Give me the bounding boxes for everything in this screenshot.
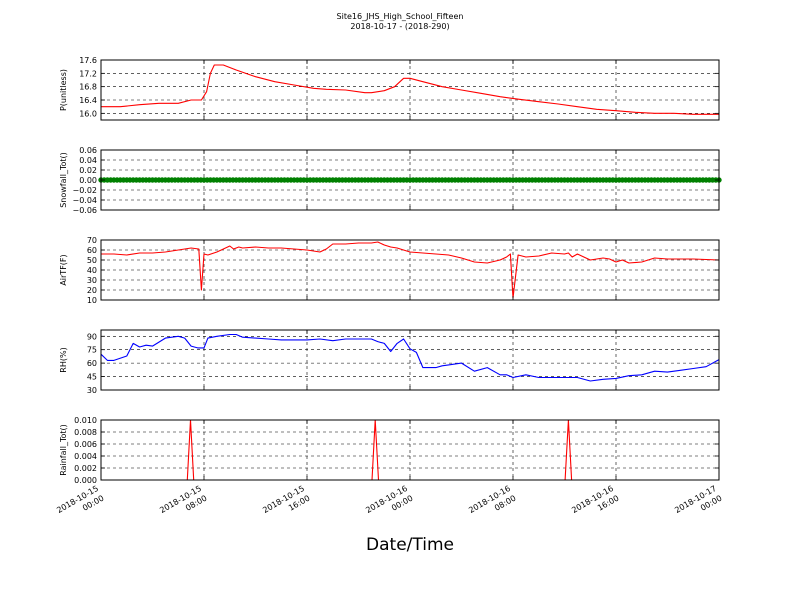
series-line [101,241,720,299]
y-tick-label: 16.8 [79,83,97,92]
y-tick-label: 50 [87,256,97,265]
subplot-1: 16.0 16.4 16.8 17.2 17.6 P(unitless) [59,56,720,121]
chart-subtitle: 2018-10-17 - (2018-290) [350,22,449,31]
y-tick-label: 10 [87,296,97,305]
subplot-2: −0.06−0.04−0.020.000.020.040.06 Snowfall_… [59,146,722,215]
y-tick-label: 0.000 [74,476,97,485]
y-tick-label: −0.04 [72,196,97,205]
y-tick-label: 90 [87,332,97,341]
y-tick-label: 45 [87,373,97,382]
y-tick-label: 20 [87,286,97,295]
y-tick-label: 16.0 [79,109,97,118]
y-tick-label: −0.06 [72,206,97,215]
y-tick-label: 0.010 [74,416,97,425]
y-tick-label: 17.6 [79,56,97,65]
y-tick-label: 30 [87,386,97,395]
y-tick-label: 60 [87,359,97,368]
subplots: 16.016.416.817.217.6P(unitless)−0.06−0.0… [59,56,722,485]
subplot-5: 0.000 0.002 0.004 0.006 0.008 0.010 Rainfall_T… [59,416,720,485]
y-tick-label: 70 [87,236,97,245]
y-tick-label: 0.06 [79,146,97,155]
x-axis-label: Date/Time [366,535,454,555]
series-line [100,333,720,382]
y-tick-label: 0.00 [79,176,97,185]
y-axis-label: AirTF(F) [59,254,68,285]
y-tick-label: 40 [87,266,97,275]
y-tick-label: 0.002 [74,464,97,473]
y-axis-label: Snowfall_Tot() [59,152,68,208]
subplot-4: 30 45 60 75 90 RH(%) [59,329,720,395]
y-tick-label: 0.04 [79,156,97,165]
y-tick-label: 16.4 [79,96,97,105]
y-tick-label: 17.2 [79,69,97,78]
y-tick-label: −0.02 [72,186,97,195]
chart-title: Site16_JHS_High_School_Fifteen [337,12,464,21]
y-axis-label: RH(%) [59,347,68,372]
y-axis-label: Rainfall_Tot() [59,424,68,476]
y-axis-label: P(unitless) [59,69,68,111]
series-line [101,64,719,115]
y-tick-label: 0.006 [74,440,97,449]
y-tick-label: 0.004 [74,452,97,461]
y-tick-label: 0.008 [74,428,97,437]
y-tick-label: 75 [87,346,97,355]
y-tick-label: 60 [87,246,97,255]
y-tick-label: 30 [87,276,97,285]
y-tick-label: 0.02 [79,166,97,175]
